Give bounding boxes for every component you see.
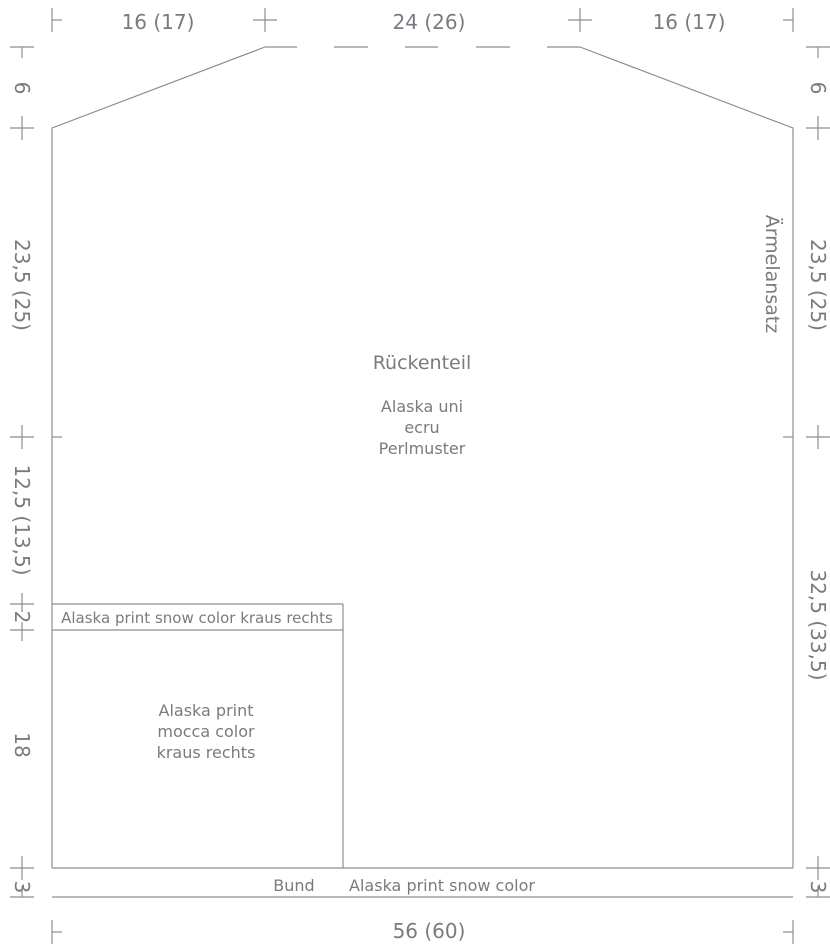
dim-right-band: 3 — [806, 881, 830, 894]
band-name-label: Bund — [273, 876, 314, 895]
main-yarn-line-3: Perlmuster — [379, 439, 466, 458]
dim-left-stripe: 2 — [10, 611, 34, 624]
dim-left-band: 3 — [10, 881, 34, 894]
main-yarn-line-2: ecru — [404, 418, 439, 437]
lower-yarn-line-1: Alaska print — [159, 701, 254, 720]
right-dimension-ticks — [806, 46, 830, 898]
dim-left-armhole: 23,5 (25) — [10, 239, 34, 331]
lower-yarn-line-2: mocca color — [157, 722, 255, 741]
dim-top-right: 16 (17) — [653, 10, 726, 34]
main-yarn-line-1: Alaska uni — [381, 397, 463, 416]
dim-top-center: 24 (26) — [393, 10, 466, 34]
top-dimension-ticks — [51, 8, 794, 32]
dim-left-lower: 18 — [10, 732, 34, 757]
band-yarn-label: Alaska print snow color — [349, 876, 535, 895]
piece-title: Rückenteil — [373, 352, 472, 374]
left-dimension-ticks — [10, 46, 34, 898]
dim-top-left: 16 (17) — [122, 10, 195, 34]
dim-right-armhole: 23,5 (25) — [806, 239, 830, 331]
dim-left-upper: 12,5 (13,5) — [10, 464, 34, 575]
lower-yarn-line-3: kraus rechts — [157, 743, 256, 762]
dim-right-body: 32,5 (33,5) — [806, 569, 830, 680]
dim-left-shoulder: 6 — [10, 82, 34, 95]
back-piece-outline — [51, 46, 794, 898]
contrast-block-outline — [52, 603, 344, 868]
stripe-label: Alaska print snow color kraus rechts — [61, 609, 333, 627]
sleeve-marker-label: Ärmelansatz — [761, 215, 784, 334]
dim-right-shoulder: 6 — [806, 82, 830, 95]
dim-bottom-width: 56 (60) — [393, 919, 466, 943]
bottom-dimension-ticks — [51, 920, 794, 944]
